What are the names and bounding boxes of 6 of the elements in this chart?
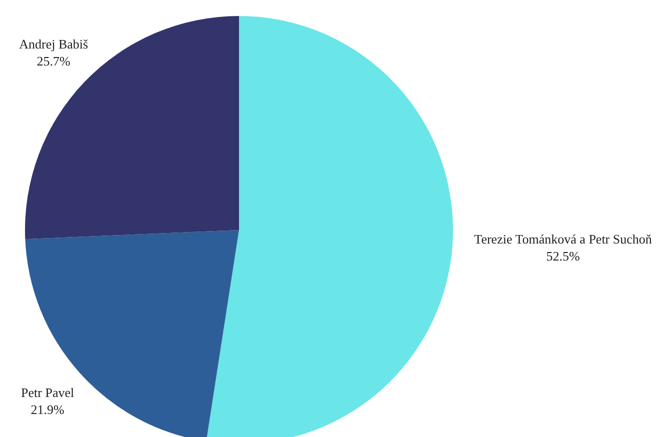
- data-label: 21.9%: [30, 402, 65, 418]
- data-label: 25.7%: [36, 53, 71, 68]
- slice-label: Petr Pavel: [21, 385, 75, 400]
- data-label: 52.5%: [546, 248, 580, 264]
- slice-label: Andrej Babiš: [19, 36, 88, 52]
- slice-label: Terezie Tománková a Petr Suchoň: [474, 231, 652, 246]
